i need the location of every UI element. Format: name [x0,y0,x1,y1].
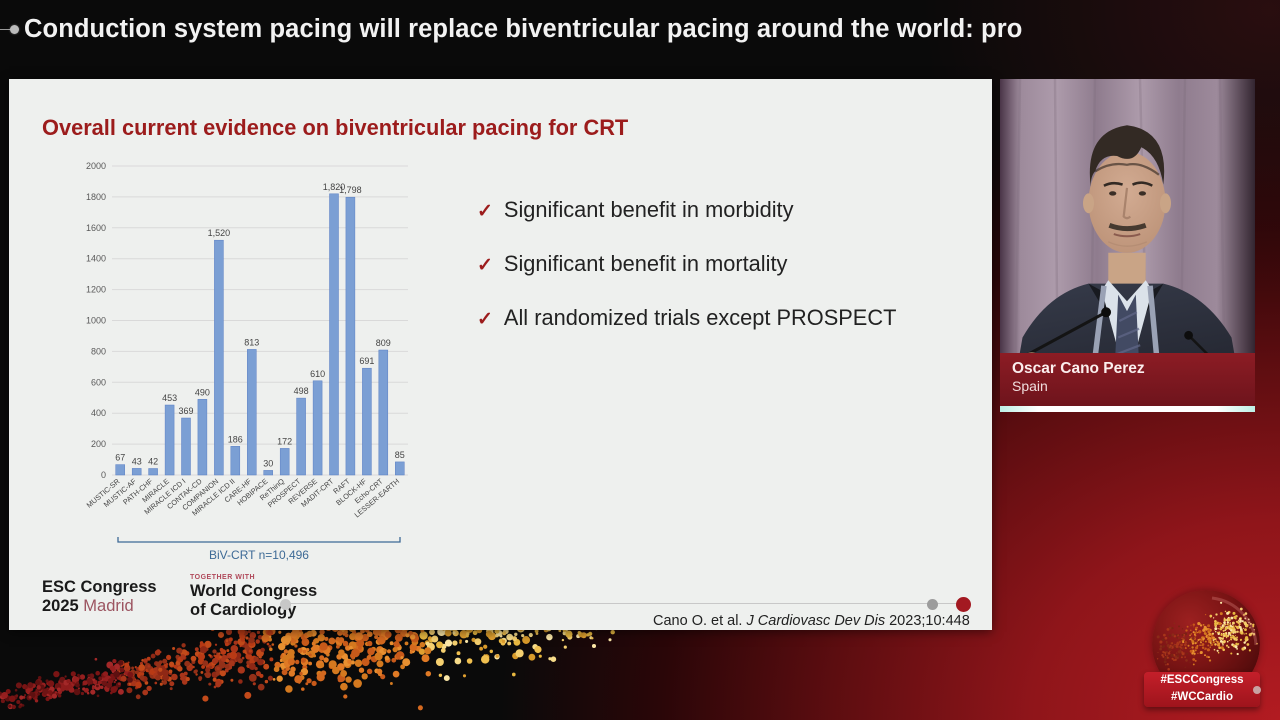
svg-text:42: 42 [148,457,158,467]
svg-text:1600: 1600 [86,223,106,233]
svg-text:BiV-CRT n=10,496: BiV-CRT n=10,496 [209,548,309,562]
svg-text:490: 490 [195,387,210,397]
svg-text:43: 43 [132,456,142,466]
svg-text:186: 186 [228,434,243,444]
svg-text:1000: 1000 [86,316,106,326]
svg-text:813: 813 [244,337,259,347]
svg-text:85: 85 [395,450,405,460]
svg-text:1,798: 1,798 [339,185,362,195]
svg-text:800: 800 [91,346,106,356]
svg-text:2000: 2000 [86,161,106,171]
svg-text:610: 610 [310,369,325,379]
svg-text:400: 400 [91,408,106,418]
svg-text:1400: 1400 [86,254,106,264]
svg-text:691: 691 [359,356,374,366]
svg-text:1,520: 1,520 [208,228,231,238]
svg-text:30: 30 [263,458,273,468]
svg-text:67: 67 [115,453,125,463]
svg-text:1200: 1200 [86,285,106,295]
svg-text:172: 172 [277,436,292,446]
svg-text:809: 809 [376,338,391,348]
svg-text:453: 453 [162,393,177,403]
svg-text:0: 0 [101,470,106,480]
svg-text:200: 200 [91,439,106,449]
svg-text:498: 498 [294,386,309,396]
svg-text:600: 600 [91,377,106,387]
svg-text:1800: 1800 [86,192,106,202]
svg-text:369: 369 [178,406,193,416]
